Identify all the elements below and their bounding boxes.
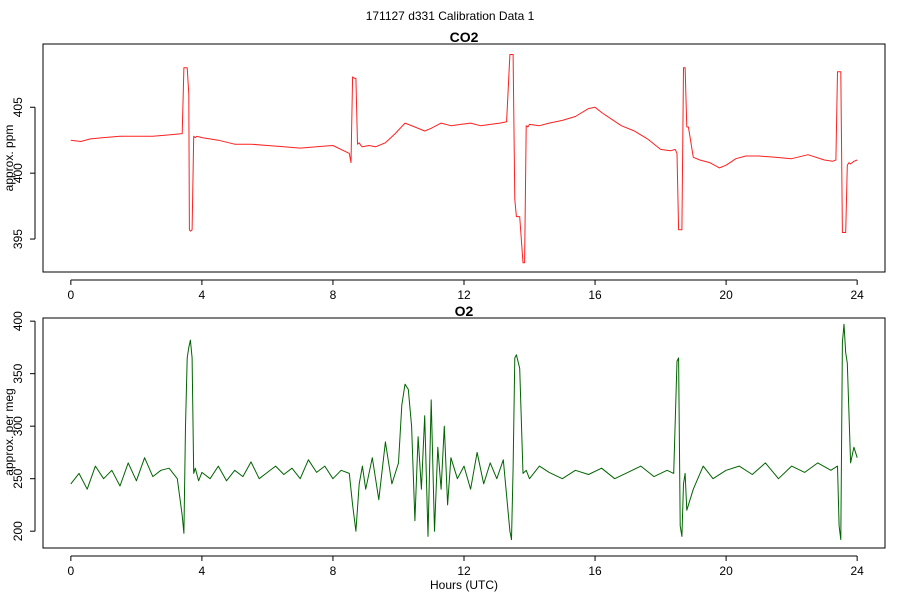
- co2-x-tick-label: 4: [199, 288, 206, 302]
- co2-y-tick-label: 395: [11, 229, 25, 249]
- o2-panel: O2 approx. per meg 0 4 8 12 16 20 24 200 250 300…: [2, 303, 886, 578]
- o2-x-tick-label: 0: [68, 564, 75, 578]
- o2-x-tick-label: 24: [850, 564, 864, 578]
- o2-y-tick-label: 350: [11, 363, 25, 383]
- o2-y-tick-label: 250: [11, 468, 25, 488]
- co2-x-tick-label: 16: [588, 288, 602, 302]
- o2-y-tick-label: 300: [11, 416, 25, 436]
- co2-series: [70, 54, 858, 264]
- co2-y-axis: 395 400 405: [11, 97, 36, 249]
- co2-panel: CO2 approx. ppm 0 4 8 12 16 20 24 395 400 405: [2, 29, 886, 302]
- co2-plot-frame: [42, 43, 886, 273]
- co2-chart-title: CO2: [450, 29, 479, 45]
- o2-x-axis: 0 4 8 12 16 20 24: [68, 555, 864, 578]
- o2-x-tick-label: 20: [719, 564, 733, 578]
- co2-y-axis-label: approx. ppm: [2, 125, 16, 192]
- o2-y-axis: 200 250 300 350 400: [11, 311, 36, 541]
- co2-x-tick-label: 8: [330, 288, 337, 302]
- co2-x-tick-label: 24: [850, 288, 864, 302]
- o2-x-tick-label: 4: [199, 564, 206, 578]
- o2-x-tick-label: 8: [330, 564, 337, 578]
- o2-chart-title: O2: [455, 303, 474, 319]
- o2-series: [70, 323, 858, 541]
- co2-y-tick-label: 405: [11, 97, 25, 117]
- co2-x-tick-label: 12: [457, 288, 471, 302]
- co2-series-line: [70, 54, 858, 264]
- x-axis-label: Hours (UTC): [430, 578, 498, 592]
- o2-y-tick-label: 200: [11, 521, 25, 541]
- o2-x-tick-label: 16: [588, 564, 602, 578]
- co2-x-axis: 0 4 8 12 16 20 24: [68, 279, 864, 302]
- o2-plot-frame: [42, 317, 886, 549]
- o2-y-tick-label: 400: [11, 311, 25, 331]
- co2-x-tick-label: 20: [719, 288, 733, 302]
- o2-y-axis-label: approx. per meg: [2, 388, 16, 475]
- figure-title: 171127 d331 Calibration Data 1: [366, 9, 535, 23]
- co2-x-tick-label: 0: [68, 288, 75, 302]
- o2-x-tick-label: 12: [457, 564, 471, 578]
- o2-series-line: [70, 323, 858, 541]
- co2-y-tick-label: 400: [11, 163, 25, 183]
